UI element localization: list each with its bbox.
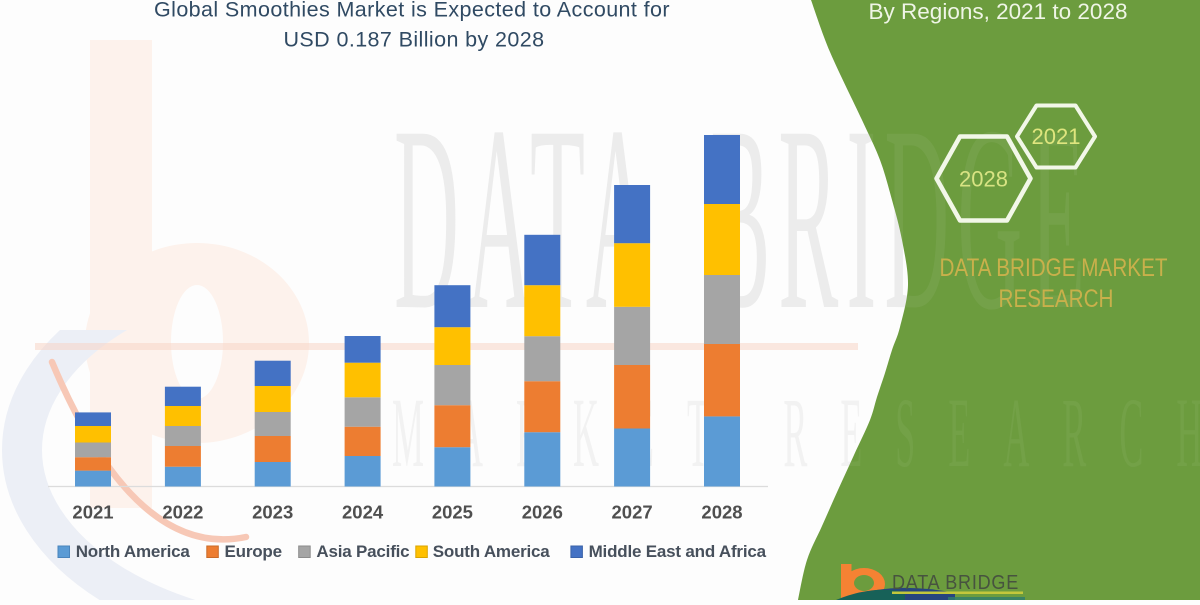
svg-text:By Regions, 2021 to 2028: By Regions, 2021 to 2028 [869, 0, 1128, 24]
svg-text:North America: North America [76, 542, 191, 561]
svg-text:Asia Pacific: Asia Pacific [316, 542, 409, 561]
svg-text:2021: 2021 [72, 502, 113, 523]
svg-text:2023: 2023 [252, 502, 293, 523]
svg-text:USD 0.187 Billion by 2028: USD 0.187 Billion by 2028 [284, 28, 545, 52]
svg-text:Europe: Europe [225, 542, 282, 561]
svg-text:DATA BRIDGE MARKET: DATA BRIDGE MARKET [939, 253, 1167, 281]
svg-text:RESEARCH: RESEARCH [998, 284, 1113, 312]
svg-text:DATA BRIDGE: DATA BRIDGE [892, 572, 1019, 594]
svg-text:Middle East and Africa: Middle East and Africa [589, 542, 767, 561]
svg-text:2027: 2027 [612, 502, 653, 523]
svg-text:2028: 2028 [701, 502, 742, 523]
svg-text:Global Smoothies Market is Exp: Global Smoothies Market is Expected to A… [154, 0, 670, 22]
svg-text:2022: 2022 [162, 502, 203, 523]
svg-text:South America: South America [433, 542, 550, 561]
svg-text:2025: 2025 [432, 502, 473, 523]
svg-text:2028: 2028 [959, 167, 1008, 192]
svg-text:2021: 2021 [1032, 124, 1081, 149]
svg-text:2024: 2024 [342, 502, 384, 523]
svg-text:2026: 2026 [522, 502, 563, 523]
